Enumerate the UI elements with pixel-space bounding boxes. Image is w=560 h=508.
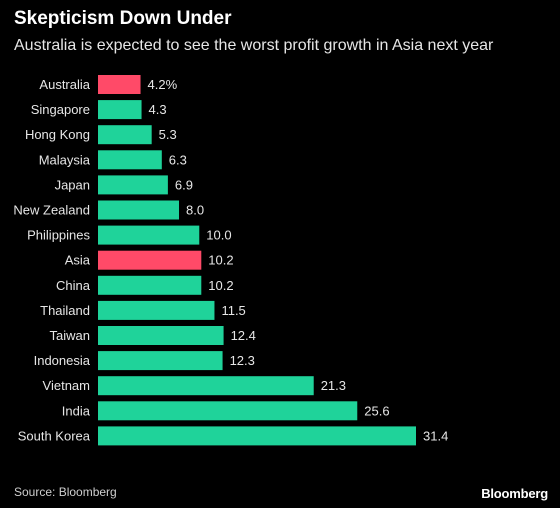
value-label-indonesia: 12.3 (230, 353, 255, 368)
value-label-singapore: 4.3 (149, 102, 167, 117)
category-label-australia: Australia (39, 77, 90, 92)
bar-new-zealand (98, 200, 180, 220)
value-label-taiwan: 12.4 (231, 328, 256, 343)
category-label-new-zealand: New Zealand (13, 203, 90, 218)
bar-south-korea (98, 426, 416, 446)
value-label-south-korea: 31.4 (423, 428, 448, 443)
bar-chart: Australia 4.2% Singapore 4.3 Hong Kong 5.3 Mal… (13, 75, 448, 446)
bar-india (98, 401, 358, 421)
value-label-hong-kong: 5.3 (159, 127, 177, 142)
value-label-india: 25.6 (364, 403, 389, 418)
value-label-thailand: 11.5 (221, 303, 245, 318)
category-label-japan: Japan (55, 177, 90, 192)
category-label-asia: Asia (65, 253, 91, 268)
value-label-new-zealand: 8.0 (186, 203, 204, 218)
source-note: Source: Bloomberg (14, 485, 117, 499)
category-label-china: China (56, 278, 91, 293)
bar-australia (98, 75, 141, 94)
bar-taiwan (98, 326, 224, 345)
value-label-australia: 4.2% (148, 77, 178, 92)
chart-subtitle: Australia is expected to see the worst p… (14, 37, 494, 54)
bar-philippines (98, 225, 200, 245)
bar-japan (98, 175, 168, 195)
bar-indonesia (98, 351, 223, 371)
bar-malaysia (98, 150, 162, 170)
value-label-china: 10.2 (208, 278, 233, 293)
category-label-hong-kong: Hong Kong (25, 127, 90, 142)
category-label-malaysia: Malaysia (39, 152, 91, 167)
value-label-asia: 10.2 (208, 253, 233, 268)
value-label-vietnam: 21.3 (321, 378, 346, 393)
bar-singapore (98, 100, 142, 120)
bar-china (98, 275, 202, 295)
category-label-indonesia: Indonesia (34, 353, 91, 368)
chart-title: Skepticism Down Under (14, 8, 232, 29)
bar-asia (98, 250, 202, 270)
value-label-japan: 6.9 (175, 177, 193, 192)
bar-thailand (98, 300, 215, 320)
category-label-india: India (62, 403, 91, 418)
category-label-thailand: Thailand (40, 303, 90, 318)
category-label-singapore: Singapore (31, 102, 90, 117)
value-label-philippines: 10.0 (206, 228, 231, 243)
category-label-philippines: Philippines (27, 228, 90, 243)
bar-hong-kong (98, 125, 152, 145)
bloomberg-logo: Bloomberg (481, 486, 548, 501)
value-label-malaysia: 6.3 (169, 152, 187, 167)
category-label-taiwan: Taiwan (50, 328, 90, 343)
category-label-vietnam: Vietnam (43, 378, 90, 393)
category-label-south-korea: South Korea (18, 428, 91, 443)
bar-vietnam (98, 376, 314, 396)
